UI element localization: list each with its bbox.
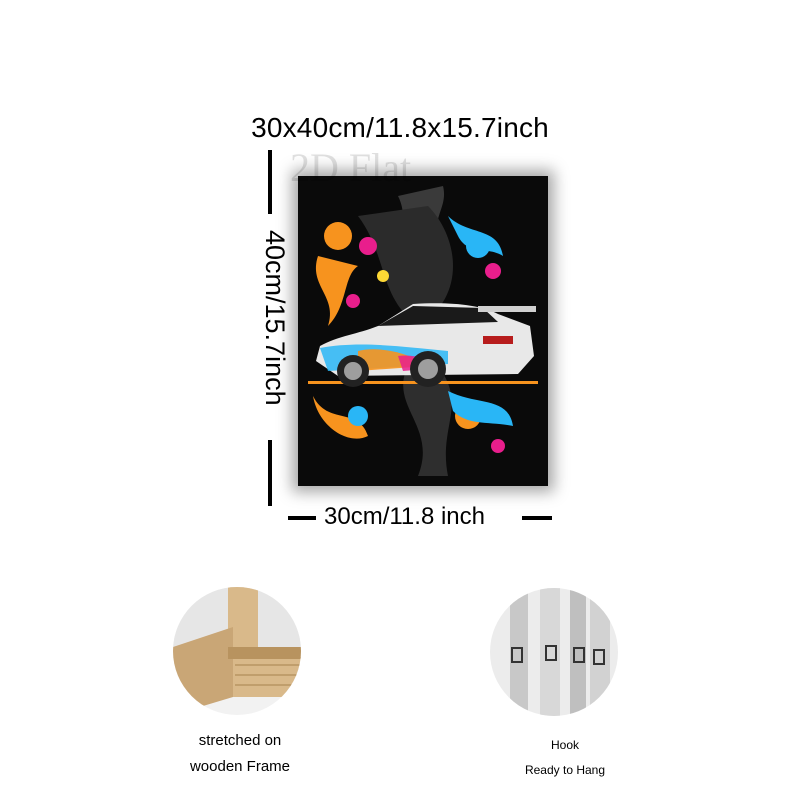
wooden-frame-image bbox=[173, 587, 301, 715]
hook-image bbox=[490, 588, 618, 716]
width-line-right bbox=[522, 516, 552, 520]
car-artwork-image bbox=[298, 176, 548, 486]
wooden-frame-caption-2: wooden Frame bbox=[189, 758, 291, 775]
wooden-frame-icon bbox=[173, 587, 301, 715]
width-line-left bbox=[288, 516, 316, 520]
ready-to-hang-caption: Ready to Hang bbox=[524, 763, 606, 777]
width-label: 30cm/11.8 inch bbox=[324, 503, 485, 530]
wooden-frame-caption-1: stretched on bbox=[198, 732, 282, 749]
canvas-artwork bbox=[298, 176, 548, 486]
height-line-bottom bbox=[268, 440, 272, 506]
height-line-top bbox=[268, 150, 272, 214]
hook-caption: Hook bbox=[550, 738, 579, 752]
hook-icon bbox=[490, 588, 618, 716]
watermark: 2D Flat bbox=[290, 145, 412, 190]
overall-size-label: 30x40cm/11.8x15.7inch bbox=[251, 112, 549, 143]
height-label: 40cm/15.7inch bbox=[260, 230, 290, 406]
